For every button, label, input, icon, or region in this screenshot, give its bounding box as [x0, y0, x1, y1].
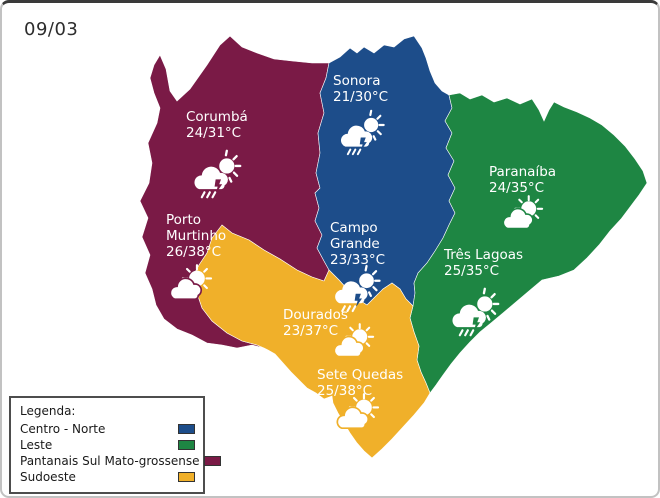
forecast-date: 09/03	[24, 19, 79, 40]
legend-item-sudoeste: Sudoeste	[20, 469, 195, 485]
legend-item-pantanais: Pantanais Sul Mato-grossense	[20, 453, 221, 469]
city-temp: 25/38°C	[317, 383, 373, 400]
city-name: Três Lagoas	[444, 247, 524, 263]
storm-sun-icon	[448, 287, 502, 337]
city-name: Paranaíba	[489, 164, 557, 180]
city-name: Corumbá	[186, 109, 248, 125]
storm-sun-icon	[337, 109, 387, 156]
legend-swatch-pantanais	[203, 456, 221, 466]
sun-cloud-icon	[168, 264, 216, 307]
city-temp: 23/37°C	[283, 323, 339, 340]
city-temp: 23/33°C	[330, 252, 386, 269]
city-name: Dourados	[283, 307, 348, 323]
legend-box: Legenda: Centro - Norte Leste Pantanais …	[9, 396, 221, 494]
sun-cloud-icon	[501, 195, 547, 236]
legend-item-centro-norte: Centro - Norte	[20, 421, 195, 437]
city-temp: 24/31°C	[186, 125, 242, 142]
city-temp: 25/35°C	[444, 263, 500, 280]
storm-sun-icon	[331, 264, 383, 313]
legend-label: Sudoeste	[20, 470, 76, 484]
sun-cloud-icon	[332, 323, 378, 364]
city-temp: 26/38°C	[166, 244, 222, 261]
legend-label: Pantanais Sul Mato-grossense	[20, 454, 200, 468]
city-temp: 24/35°C	[489, 180, 545, 197]
city-tres-lagoas: Três Lagoas 25/35°C	[444, 247, 523, 279]
city-name: Campo Grande	[330, 220, 380, 253]
legend-label: Centro - Norte	[20, 422, 106, 436]
city-dourados: Dourados 23/37°C	[283, 307, 348, 339]
city-corumba: Corumbá 24/31°C	[186, 109, 248, 141]
city-paranaiba: Paranaíba 24/35°C	[489, 164, 556, 196]
legend-swatch-centro-norte	[178, 424, 195, 434]
storm-sun-icon	[190, 149, 244, 199]
city-campo-grande: Campo Grande 23/33°C	[330, 220, 388, 269]
sun-cloud-icon	[335, 393, 383, 436]
legend-swatch-leste	[178, 440, 195, 450]
city-temp: 21/30°C	[333, 89, 389, 106]
legend-swatch-sudoeste	[178, 472, 195, 482]
city-sete-quedas: Sete Quedas 25/38°C	[317, 367, 403, 399]
legend-item-leste: Leste	[20, 437, 195, 453]
city-name: Sete Quedas	[317, 367, 404, 383]
city-name: Porto Murtinho	[166, 212, 227, 245]
city-sonora: Sonora 21/30°C	[333, 73, 388, 105]
legend-title: Legenda:	[20, 404, 76, 418]
legend-label: Leste	[20, 438, 53, 452]
city-name: Sonora	[333, 73, 381, 89]
city-porto-murtinho: Porto Murtinho 26/38°C	[166, 212, 234, 261]
